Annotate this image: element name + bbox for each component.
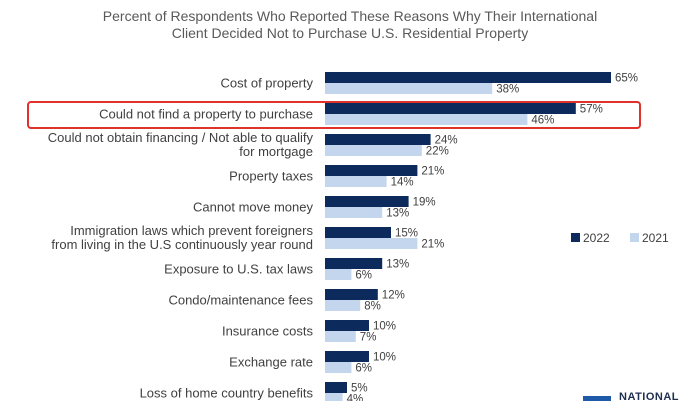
bar-2022 — [325, 72, 611, 83]
category-label: Insurance costs — [222, 324, 314, 339]
value-label-2021: 13% — [386, 208, 409, 220]
category-label-line: Loss of home country benefits — [140, 386, 314, 401]
brand-mark-stripe — [583, 394, 611, 396]
legend-swatch-2022 — [571, 233, 580, 242]
bar-2021 — [325, 114, 528, 125]
category-label-line: Insurance costs — [222, 324, 314, 339]
value-label-2022: 10% — [373, 352, 396, 364]
value-label-2022: 19% — [413, 197, 436, 209]
bar-2021 — [325, 238, 418, 249]
legend-label-2022: 2022 — [583, 231, 610, 245]
category-label: Exposure to U.S. tax laws — [164, 262, 313, 277]
value-label-2022: 10% — [373, 321, 396, 333]
value-label-2022: 57% — [580, 104, 603, 116]
brand-logo: NATIONAL — [583, 389, 700, 401]
value-label-2021: 38% — [496, 84, 519, 96]
category-label: Could not obtain financing / Not able to… — [48, 130, 314, 159]
category-label-line: Exchange rate — [229, 355, 313, 370]
value-label-2021: 46% — [531, 115, 554, 127]
bar-2022 — [325, 382, 347, 393]
value-label-2022: 13% — [386, 259, 409, 271]
bar-2022 — [325, 258, 383, 269]
value-label-2021: 4% — [347, 394, 364, 401]
bar-2022 — [325, 103, 576, 114]
category-label-line: Cannot move money — [193, 200, 313, 215]
value-label-2021: 7% — [360, 332, 377, 344]
bar-2021 — [325, 83, 493, 94]
value-label-2021: 8% — [364, 301, 381, 313]
category-label-line: Cost of property — [221, 76, 314, 91]
value-label-2022: 21% — [421, 166, 444, 178]
highlight-box — [27, 101, 641, 129]
category-label-line: Immigration laws which prevent foreigner… — [70, 223, 313, 238]
chart-title: Percent of Respondents Who Reported Thes… — [0, 8, 700, 42]
bar-2021 — [325, 331, 356, 342]
category-label: Could not find a property to purchase — [99, 107, 313, 122]
bar-2022 — [325, 227, 391, 238]
chart-title-line-2: Client Decided Not to Purchase U.S. Resi… — [171, 25, 529, 41]
category-label-line: for mortgage — [239, 144, 313, 159]
brand-text: NATIONAL — [619, 391, 680, 401]
brand-mark-icon — [583, 394, 611, 401]
category-label-line: Exposure to U.S. tax laws — [164, 262, 313, 277]
value-label-2021: 22% — [426, 146, 449, 158]
bar-2021 — [325, 269, 352, 280]
legend-swatch-2021 — [630, 233, 639, 242]
chart-title-line-1: Percent of Respondents Who Reported Thes… — [102, 8, 598, 24]
category-label: Property taxes — [229, 169, 313, 184]
category-label: Loss of home country benefits — [140, 386, 314, 401]
bar-2022 — [325, 134, 431, 145]
category-label: Cost of property — [221, 76, 314, 91]
category-label: Cannot move money — [193, 200, 313, 215]
value-label-2021: 21% — [421, 239, 444, 251]
value-label-2021: 6% — [355, 270, 372, 282]
category-label-line: Property taxes — [229, 169, 313, 184]
bar-2022 — [325, 289, 378, 300]
category-label: Immigration laws which prevent foreigner… — [51, 223, 313, 252]
category-label: Condo/maintenance fees — [168, 293, 313, 308]
bar-2021 — [325, 207, 383, 218]
value-label-2022: 65% — [615, 73, 638, 85]
value-label-2022: 12% — [382, 290, 405, 302]
bar-2022 — [325, 351, 369, 362]
value-label-2021: 6% — [355, 363, 372, 375]
value-label-2021: 14% — [391, 177, 414, 189]
category-label-line: Could not find a property to purchase — [99, 107, 313, 122]
bar-2021 — [325, 300, 361, 311]
value-label-2022: 5% — [351, 383, 368, 395]
value-label-2022: 15% — [395, 228, 418, 240]
category-label-line: Condo/maintenance fees — [168, 293, 313, 308]
bar-2021 — [325, 393, 343, 401]
category-label: Exchange rate — [229, 355, 313, 370]
bar-2022 — [325, 196, 409, 207]
bar-2022 — [325, 165, 418, 176]
bar-2021 — [325, 176, 387, 187]
bar-2021 — [325, 145, 422, 156]
category-label-line: from living in the U.S continuously year… — [51, 237, 313, 252]
category-label-line: Could not obtain financing / Not able to… — [48, 130, 314, 145]
legend-label-2021: 2021 — [642, 231, 669, 245]
bar-2022 — [325, 320, 369, 331]
bar-2021 — [325, 362, 352, 373]
value-label-2022: 24% — [435, 135, 458, 147]
